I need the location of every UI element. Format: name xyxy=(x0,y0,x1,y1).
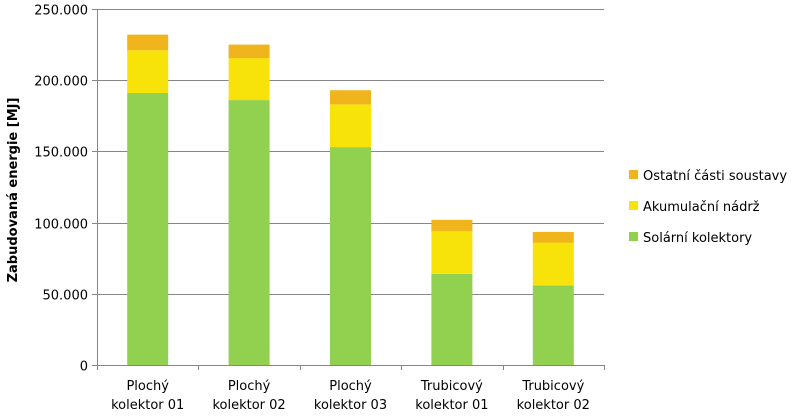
x-tick-label: Trubicový xyxy=(521,379,584,394)
bar-segment-3 xyxy=(228,44,270,59)
x-tick-label: kolektor 03 xyxy=(314,398,387,413)
bar-segment-1 xyxy=(228,100,270,365)
bar-segment-2 xyxy=(228,58,270,101)
x-tick-label: Plochý xyxy=(228,379,271,394)
bar-segment-2 xyxy=(532,242,574,286)
bar-segment-2 xyxy=(431,231,473,274)
bar-segment-3 xyxy=(532,231,574,243)
y-tick-label: 100.000 xyxy=(34,218,88,233)
bar-segment-1 xyxy=(127,93,169,365)
x-tick-label: kolektor 02 xyxy=(517,398,590,413)
legend-label: Ostatní části soustavy xyxy=(643,169,787,184)
y-tick-label: 150.000 xyxy=(34,146,88,161)
bar-segment-2 xyxy=(330,104,371,148)
bar-segment-3 xyxy=(431,219,473,232)
legend-swatch xyxy=(629,170,638,179)
legend-swatch xyxy=(629,232,638,241)
bar-segment-1 xyxy=(330,147,371,365)
x-tick-label: kolektor 01 xyxy=(111,398,184,413)
x-tick-labels: Plochý kolektor 01 Plochý kolektor 02 Plochý… xyxy=(111,379,590,413)
bar-segment-1 xyxy=(431,273,473,365)
y-tick-label: 250.000 xyxy=(34,4,88,19)
bar-segment-3 xyxy=(127,34,169,51)
x-tick-label: Plochý xyxy=(126,379,169,394)
bar-segment-2 xyxy=(127,50,169,93)
bar-segment-1 xyxy=(532,285,574,365)
x-tick-label: kolektor 02 xyxy=(212,398,285,413)
y-tick-label: 50.000 xyxy=(43,289,89,304)
legend: Ostatní části soustavy Akumulační nádrž So… xyxy=(629,169,787,246)
x-tick-label: kolektor 01 xyxy=(415,398,488,413)
x-tick-label: Trubicový xyxy=(420,379,483,394)
bar-segment-3 xyxy=(330,90,371,105)
legend-swatch xyxy=(629,201,638,210)
legend-label: Solární kolektory xyxy=(643,231,752,246)
legend-label: Akumulační nádrž xyxy=(643,200,760,215)
y-tick-label: 0 xyxy=(80,360,88,375)
axes xyxy=(92,9,605,370)
y-tick-label: 200.000 xyxy=(34,75,88,90)
bars xyxy=(127,34,574,365)
y-tick-labels: 0 50.000 100.000 150.000 200.000 250.000 xyxy=(34,4,88,375)
x-tick-label: Plochý xyxy=(329,379,372,394)
y-axis-title: Zabudovaná energie [MJ] xyxy=(6,98,21,283)
